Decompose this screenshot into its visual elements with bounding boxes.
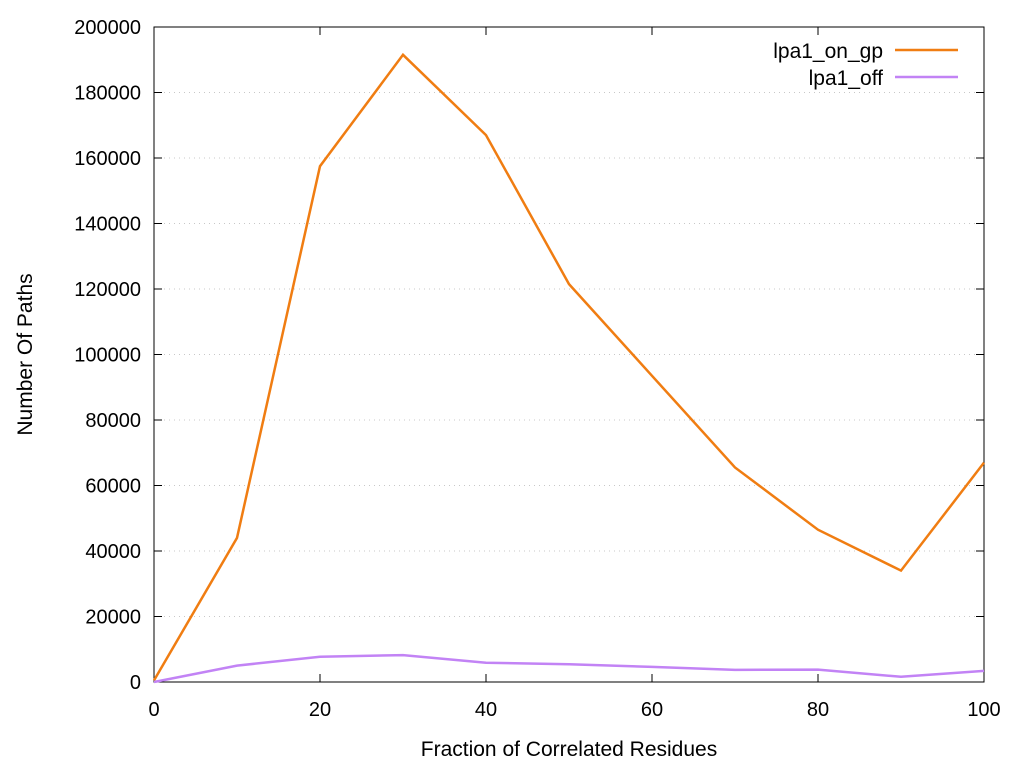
x-tick-label: 100 bbox=[967, 699, 1000, 721]
y-tick-label: 40000 bbox=[85, 541, 141, 563]
legend-label: lpa1_off bbox=[809, 67, 884, 90]
legend: lpa1_on_gp lpa1_off bbox=[773, 40, 958, 90]
y-tick-label: 120000 bbox=[74, 279, 141, 301]
y-tick-label: 80000 bbox=[85, 410, 141, 432]
y-tick-labels: 0 20000 40000 60000 80000 100000 120000 140000 1… bbox=[74, 17, 141, 694]
y-axis-label: Number Of Paths bbox=[14, 273, 37, 435]
series-line-lpa1_off bbox=[153, 653, 985, 684]
x-tick-labels: 0 20 40 60 80 100 bbox=[148, 699, 1000, 721]
series-line-lpa1_on_gp bbox=[152, 52, 985, 682]
ticks bbox=[153, 26, 985, 683]
y-tick-label: 180000 bbox=[74, 83, 141, 105]
x-tick-label: 0 bbox=[148, 699, 159, 721]
y-tick-label: 0 bbox=[130, 672, 141, 694]
grid bbox=[154, 92, 984, 617]
x-tick-label: 20 bbox=[309, 699, 331, 721]
y-tick-label: 60000 bbox=[85, 476, 141, 498]
x-tick-label: 80 bbox=[807, 699, 829, 721]
x-axis-label: Fraction of Correlated Residues bbox=[421, 738, 717, 761]
legend-label: lpa1_on_gp bbox=[773, 40, 883, 63]
y-tick-label: 100000 bbox=[74, 345, 141, 367]
series-lines bbox=[152, 52, 985, 684]
y-tick-label: 140000 bbox=[74, 214, 141, 236]
y-tick-label: 20000 bbox=[85, 607, 141, 629]
y-tick-label: 200000 bbox=[74, 17, 141, 39]
x-tick-label: 60 bbox=[641, 699, 663, 721]
x-tick-label: 40 bbox=[475, 699, 497, 721]
y-tick-label: 160000 bbox=[74, 148, 141, 170]
